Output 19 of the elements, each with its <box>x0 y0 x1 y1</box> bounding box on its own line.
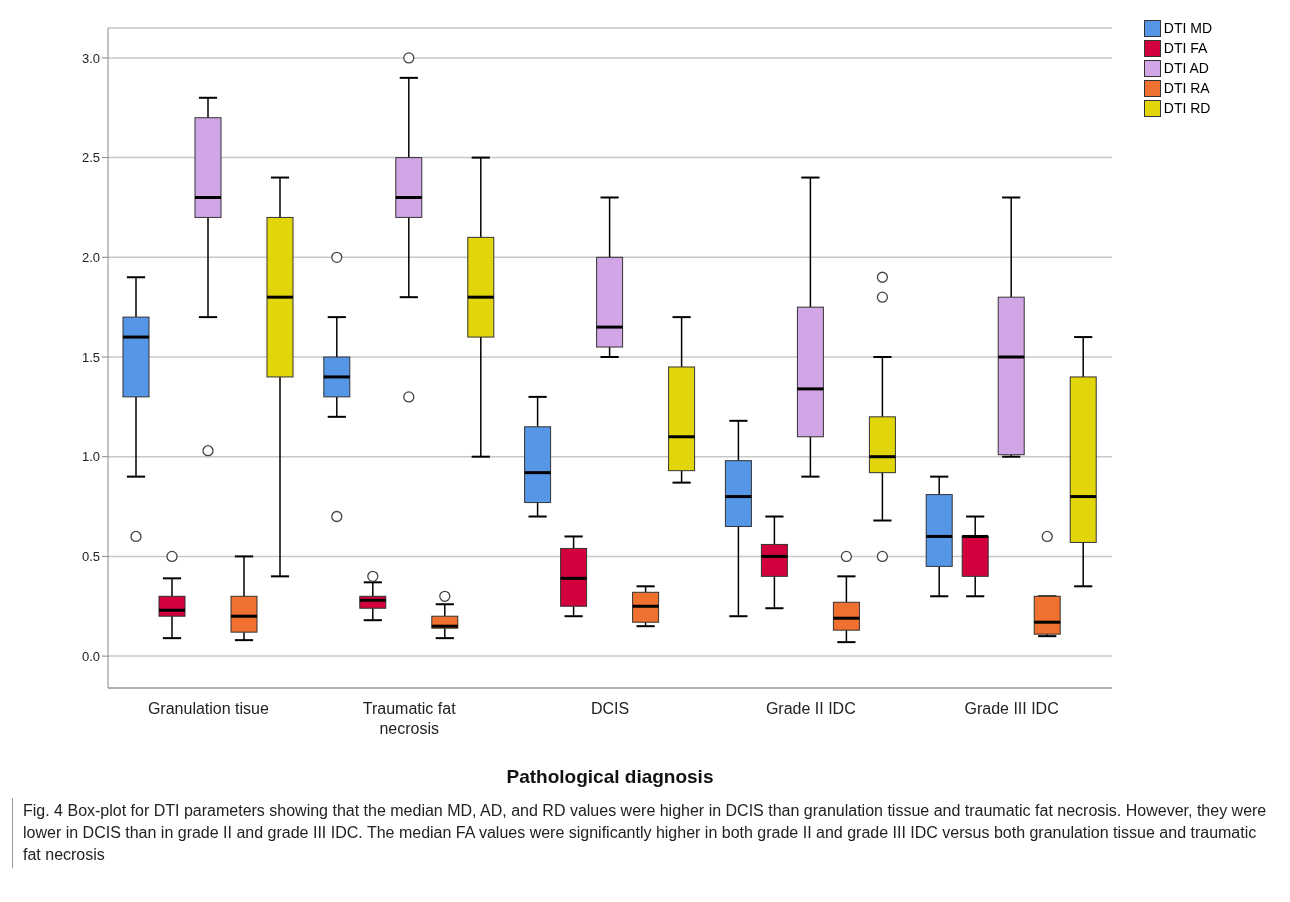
y-tick-label: 3.0 <box>81 50 100 66</box>
x-axis-title: Pathological diagnosis <box>506 766 714 787</box>
y-tick-label: 1.5 <box>81 349 100 365</box>
x-tick-label: Grade II IDC <box>765 700 856 717</box>
x-tick-label: Traumatic fat necrosis <box>362 700 457 737</box>
x-tick-label: DCIS <box>590 700 630 717</box>
caption: Fig. 4 Box-plot for DTI parameters showing that the median MD, AD, and RD values were higher in DCIS than granulation tissue and traumatic fat necrosis. However, they were lower in DCIS than in grade II and grade III IDC. The median FA values were significantly higher in both grade II and grade III IDC versus both granulation tissue and traumatic fat necrosis <box>12 798 1278 868</box>
y-tick-label: 2.0 <box>81 249 100 265</box>
y-tick-label: 0.5 <box>81 549 100 565</box>
legend-label: DTI AD <box>1163 59 1209 78</box>
legend-label: DTI FA <box>1163 39 1208 58</box>
x-tick-label: Grade III IDC <box>964 700 1059 717</box>
y-tick-label: 0.0 <box>81 648 100 664</box>
legend-label: DTI RD <box>1163 99 1211 118</box>
legend-label: DTI MD <box>1163 19 1212 38</box>
legend-label: DTI RA <box>1163 79 1210 98</box>
y-tick-label: 2.5 <box>81 150 100 166</box>
y-tick-label: 1.0 <box>81 449 100 465</box>
x-tick-label: Granulation tisue <box>147 700 269 717</box>
